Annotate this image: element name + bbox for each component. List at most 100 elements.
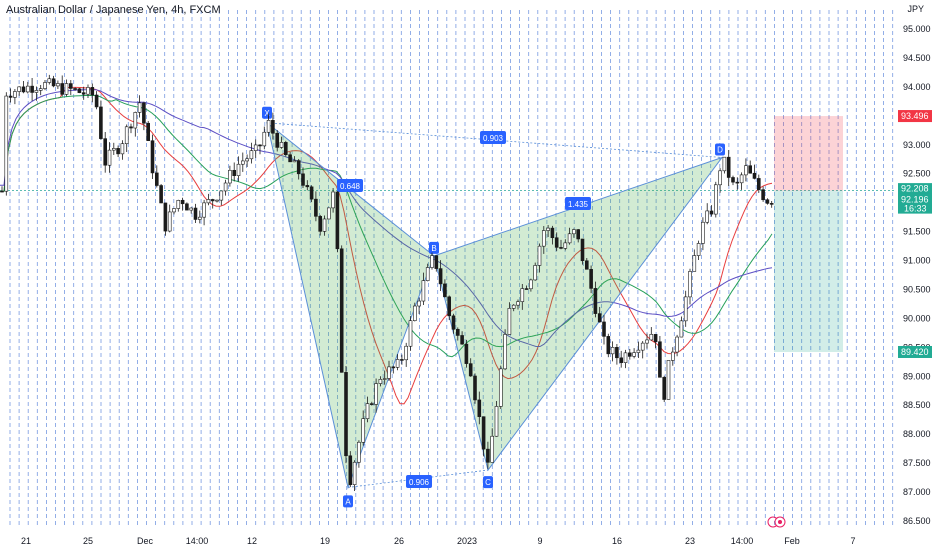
target-price-tag bbox=[898, 345, 932, 358]
candle-body bbox=[335, 191, 340, 250]
candle-body bbox=[606, 336, 611, 355]
candle-body bbox=[524, 288, 529, 290]
time-tick-label: 12 bbox=[247, 536, 257, 546]
candle-body bbox=[701, 221, 705, 244]
candle-body bbox=[486, 448, 490, 463]
candle-body bbox=[374, 383, 378, 405]
ma-line-fast bbox=[0, 86, 773, 405]
candle-body bbox=[129, 126, 133, 129]
candle-body bbox=[38, 88, 43, 91]
candle-body bbox=[180, 200, 185, 205]
candle-body bbox=[610, 347, 615, 355]
candle-body bbox=[494, 406, 499, 437]
candle-body bbox=[584, 260, 589, 270]
candle-body bbox=[305, 185, 310, 188]
candle-body bbox=[537, 245, 542, 266]
candle-body bbox=[541, 230, 546, 247]
candle-body bbox=[301, 173, 305, 186]
candle-body bbox=[653, 334, 658, 343]
candle-body bbox=[490, 435, 495, 463]
candle-body bbox=[387, 366, 391, 379]
candle-body bbox=[632, 352, 636, 357]
candle-body bbox=[344, 372, 348, 457]
pattern-point-d bbox=[715, 143, 725, 156]
candle-body bbox=[331, 191, 335, 209]
candle-body bbox=[627, 352, 632, 357]
candle-body bbox=[421, 280, 426, 302]
candle-body bbox=[0, 190, 4, 193]
price-tick-label: 89.000 bbox=[903, 371, 931, 381]
candle-body bbox=[288, 154, 292, 163]
candle-body bbox=[4, 95, 9, 192]
bid-price-text: 92.196 bbox=[901, 195, 929, 205]
candle-body bbox=[352, 461, 357, 485]
candle-body bbox=[722, 156, 727, 172]
candle-body bbox=[438, 268, 443, 285]
candle-body bbox=[649, 334, 654, 341]
candle-body bbox=[47, 78, 52, 83]
price-tick-label: 91.500 bbox=[903, 227, 931, 237]
candle-body bbox=[769, 203, 774, 205]
candle-body bbox=[361, 418, 366, 443]
candle-body bbox=[56, 83, 60, 87]
candle-body bbox=[382, 378, 387, 380]
candle-body bbox=[314, 198, 318, 217]
candle-body bbox=[679, 320, 684, 338]
candle-body bbox=[593, 288, 598, 314]
candle-body bbox=[752, 172, 757, 179]
ma-line-medium bbox=[0, 94, 773, 358]
stop-price-tag bbox=[898, 110, 932, 123]
price-axis: 95.00094.50094.00093.50093.00092.50092.0… bbox=[898, 24, 932, 526]
candle-body bbox=[258, 144, 262, 147]
time-tick-label: 14:00 bbox=[186, 536, 209, 546]
time-tick-label: 7 bbox=[850, 536, 855, 546]
time-tick-label: 2023 bbox=[457, 536, 477, 546]
candle-body bbox=[572, 229, 576, 235]
candle-body bbox=[103, 138, 107, 166]
candle-body bbox=[112, 148, 116, 151]
candle-body bbox=[223, 182, 228, 192]
candle-body bbox=[77, 88, 82, 93]
candle-body bbox=[520, 288, 525, 302]
ratio-badge bbox=[480, 131, 506, 144]
pattern-point-c bbox=[483, 476, 493, 489]
candle-body bbox=[193, 207, 198, 220]
candle-body bbox=[511, 304, 516, 309]
candle-body bbox=[765, 199, 770, 204]
time-tick-label: 25 bbox=[83, 536, 93, 546]
candle-body bbox=[516, 301, 520, 306]
candle-body bbox=[253, 144, 258, 151]
short-position-tool[interactable] bbox=[774, 116, 843, 352]
candle-body bbox=[705, 210, 710, 223]
candle-body bbox=[378, 379, 383, 384]
current-price-tag-text: 92.208 bbox=[901, 184, 929, 194]
ma-line-slow bbox=[0, 89, 773, 347]
candle-body bbox=[576, 229, 581, 240]
candle-body bbox=[17, 86, 22, 92]
pattern-point-label: B bbox=[431, 244, 436, 253]
candle-body bbox=[473, 375, 477, 401]
candle-body bbox=[318, 216, 323, 232]
candle-body bbox=[503, 334, 507, 370]
candle-body bbox=[159, 185, 163, 204]
candle-body bbox=[365, 403, 370, 419]
candle-body bbox=[241, 160, 245, 165]
candle-body bbox=[146, 122, 150, 142]
candle-body bbox=[210, 199, 215, 202]
candle-body bbox=[589, 269, 593, 289]
pattern-point-a bbox=[343, 495, 353, 508]
candle-body bbox=[602, 321, 606, 337]
candle-body bbox=[636, 349, 641, 353]
time-tick-label: 23 bbox=[685, 536, 695, 546]
candle-body bbox=[696, 243, 701, 256]
candle-body bbox=[425, 267, 430, 281]
candle-body bbox=[172, 208, 176, 213]
candle-body bbox=[675, 336, 679, 353]
candle-body bbox=[167, 211, 172, 232]
candle-body bbox=[430, 255, 434, 268]
gridlines bbox=[0, 10, 895, 528]
price-tick-label: 86.500 bbox=[903, 516, 931, 526]
time-tick-label: Dec bbox=[137, 536, 154, 546]
candle-body bbox=[554, 237, 559, 248]
